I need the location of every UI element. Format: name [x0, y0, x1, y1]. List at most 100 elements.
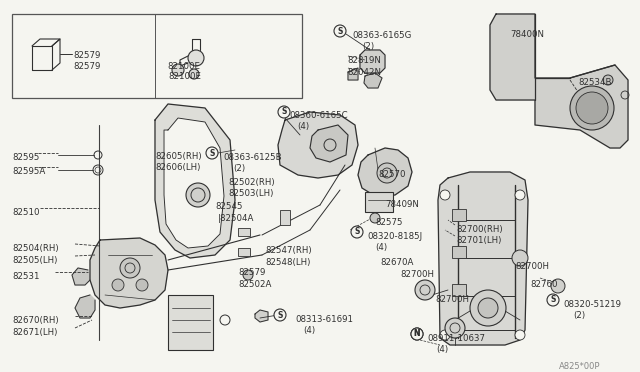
Circle shape: [440, 330, 450, 340]
Polygon shape: [438, 172, 528, 345]
Circle shape: [440, 190, 450, 200]
Text: 82510: 82510: [12, 208, 40, 217]
Text: (4): (4): [436, 345, 448, 354]
Text: 08320-51219: 08320-51219: [563, 300, 621, 309]
Circle shape: [570, 86, 614, 130]
Text: (4): (4): [375, 243, 387, 252]
Polygon shape: [364, 73, 382, 88]
Text: 82606(LH): 82606(LH): [155, 163, 200, 172]
Bar: [168, 295, 213, 350]
Circle shape: [515, 330, 525, 340]
Circle shape: [351, 226, 363, 238]
Polygon shape: [32, 46, 52, 70]
Polygon shape: [490, 14, 628, 148]
Polygon shape: [310, 125, 348, 162]
Text: 82547(RH): 82547(RH): [265, 246, 312, 255]
Text: 08313-61691: 08313-61691: [295, 315, 353, 324]
Circle shape: [576, 92, 608, 124]
Text: 82671(LH): 82671(LH): [12, 328, 58, 337]
Text: 82534B: 82534B: [578, 78, 611, 87]
Text: 82100E: 82100E: [167, 62, 200, 71]
Polygon shape: [360, 50, 385, 73]
Polygon shape: [75, 295, 95, 318]
Polygon shape: [32, 39, 60, 46]
Circle shape: [547, 294, 559, 306]
Text: 82042N: 82042N: [347, 68, 381, 77]
Text: 82570: 82570: [378, 170, 406, 179]
Circle shape: [278, 106, 290, 118]
Text: 82700H: 82700H: [400, 270, 434, 279]
Circle shape: [603, 75, 613, 85]
Circle shape: [243, 270, 253, 280]
Text: 82548(LH): 82548(LH): [265, 258, 310, 267]
Circle shape: [470, 290, 506, 326]
Text: N: N: [413, 330, 420, 339]
Text: 82531: 82531: [12, 272, 40, 281]
Bar: [12, 14, 302, 98]
Text: 82595: 82595: [12, 153, 40, 162]
Text: 78409N: 78409N: [385, 200, 419, 209]
Circle shape: [415, 280, 435, 300]
Text: (2): (2): [233, 164, 245, 173]
Text: 82700(RH): 82700(RH): [456, 225, 502, 234]
Circle shape: [188, 50, 204, 66]
Text: 08360-6165C: 08360-6165C: [289, 111, 348, 120]
Circle shape: [334, 25, 346, 37]
Circle shape: [112, 279, 124, 291]
Circle shape: [478, 298, 498, 318]
Circle shape: [411, 328, 423, 340]
Text: (2): (2): [362, 42, 374, 51]
Text: (2): (2): [573, 311, 585, 320]
Text: 82670(RH): 82670(RH): [12, 316, 59, 325]
Circle shape: [189, 69, 199, 79]
Text: S: S: [550, 295, 556, 305]
Polygon shape: [358, 148, 412, 196]
Text: 08911-10637: 08911-10637: [427, 334, 485, 343]
Circle shape: [120, 258, 140, 278]
Text: 82504(RH): 82504(RH): [12, 244, 59, 253]
Circle shape: [551, 279, 565, 293]
Text: 08363-6125B: 08363-6125B: [223, 153, 282, 162]
Text: 82579: 82579: [73, 51, 100, 60]
Bar: [280, 210, 290, 225]
Text: 82700H: 82700H: [515, 262, 549, 271]
Polygon shape: [52, 39, 60, 70]
Polygon shape: [255, 310, 268, 322]
Text: S: S: [277, 311, 283, 320]
Bar: [452, 284, 466, 296]
Text: 82701(LH): 82701(LH): [456, 236, 501, 245]
Text: 82760: 82760: [530, 280, 557, 289]
Polygon shape: [192, 39, 200, 50]
Text: S: S: [209, 148, 214, 157]
Text: S: S: [337, 26, 342, 35]
Text: 82579: 82579: [73, 62, 100, 71]
Text: 08363-6165G: 08363-6165G: [352, 31, 412, 40]
Circle shape: [515, 190, 525, 200]
Circle shape: [274, 309, 286, 321]
Circle shape: [172, 64, 184, 76]
Bar: [238, 228, 250, 236]
Text: 82502A: 82502A: [238, 280, 271, 289]
Text: 82505(LH): 82505(LH): [12, 256, 58, 265]
Polygon shape: [348, 68, 358, 80]
Text: |82504A: |82504A: [218, 214, 254, 223]
Text: 82502(RH): 82502(RH): [228, 178, 275, 187]
Text: A825*00P: A825*00P: [559, 362, 600, 371]
Text: 78400N: 78400N: [510, 30, 544, 39]
Polygon shape: [180, 56, 188, 66]
Polygon shape: [164, 118, 224, 248]
Polygon shape: [90, 238, 168, 308]
Text: 82545: 82545: [215, 202, 243, 211]
Text: 08320-8185J: 08320-8185J: [367, 232, 422, 241]
Circle shape: [512, 250, 528, 266]
Circle shape: [445, 318, 465, 338]
Text: 82575: 82575: [375, 218, 403, 227]
Bar: [365, 192, 393, 212]
Bar: [452, 209, 466, 221]
Text: (4): (4): [303, 326, 315, 335]
Polygon shape: [72, 268, 90, 285]
Bar: [238, 248, 250, 256]
Circle shape: [186, 183, 210, 207]
Text: 82700H: 82700H: [435, 295, 469, 304]
Polygon shape: [155, 104, 235, 258]
